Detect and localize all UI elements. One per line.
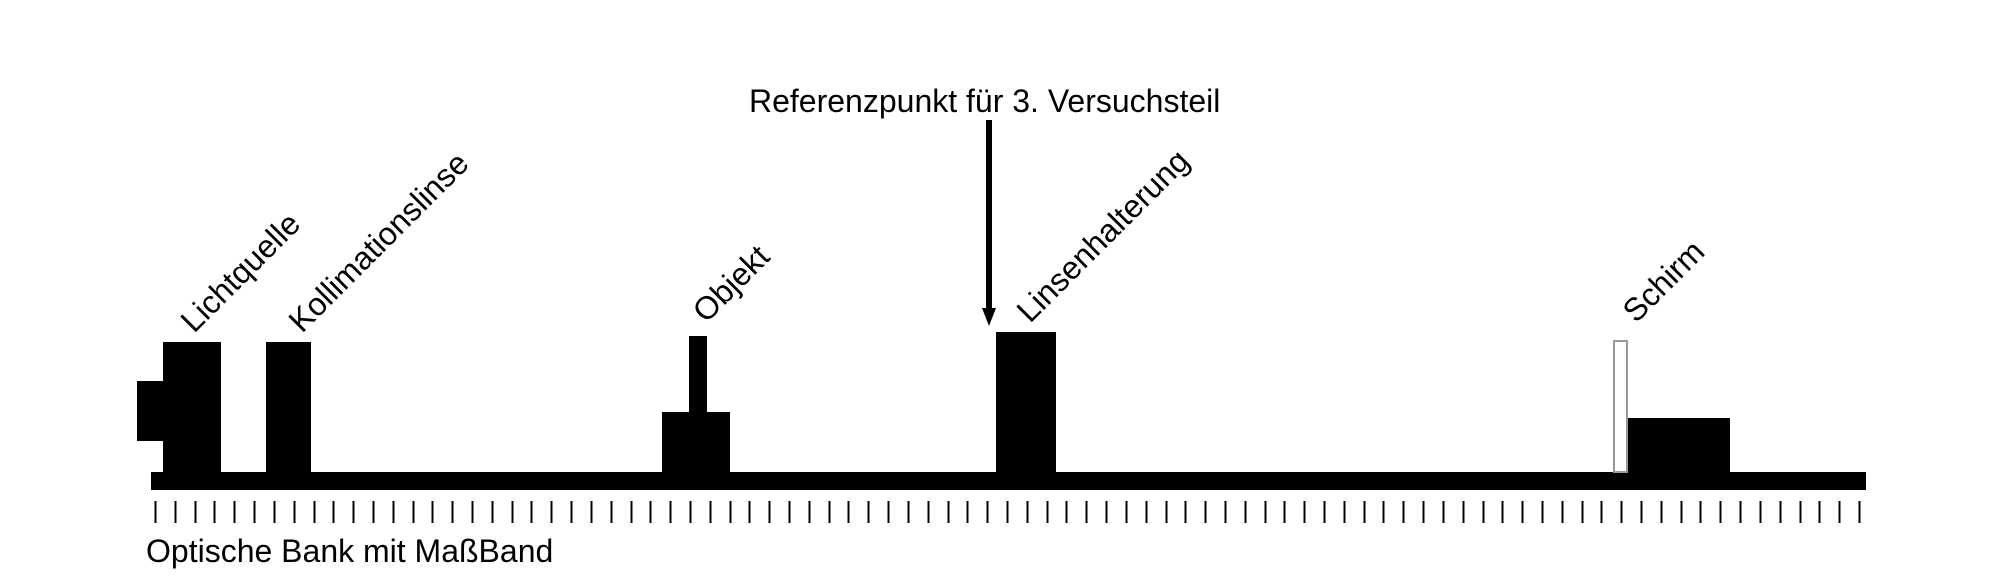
reference-label: Referenzpunkt für 3. Versuchsteil xyxy=(749,83,1220,119)
light-source-lamp xyxy=(137,381,167,441)
bench-label: Optische Bank mit MaßBand xyxy=(146,533,553,569)
object-label: Objekt xyxy=(685,238,776,329)
screen xyxy=(1613,340,1730,473)
measuring-tape-scale xyxy=(154,501,1861,523)
light-source xyxy=(137,342,221,472)
screen-label: Schirm xyxy=(1615,233,1711,329)
bench-rail xyxy=(151,472,1866,490)
lens-holder xyxy=(996,332,1056,472)
lens-holder-label: Linsenhalterung xyxy=(1009,142,1195,328)
light-source-housing xyxy=(163,342,221,472)
object-holder-post xyxy=(689,336,707,416)
collimation-lens-label: Kollimationslinse xyxy=(281,145,475,339)
collimation-lens xyxy=(266,342,311,472)
reference-arrow xyxy=(982,120,996,326)
screen-panel xyxy=(1613,340,1628,473)
screen-stand xyxy=(1628,418,1730,472)
object-holder-base xyxy=(662,412,730,472)
object-holder xyxy=(662,336,730,472)
